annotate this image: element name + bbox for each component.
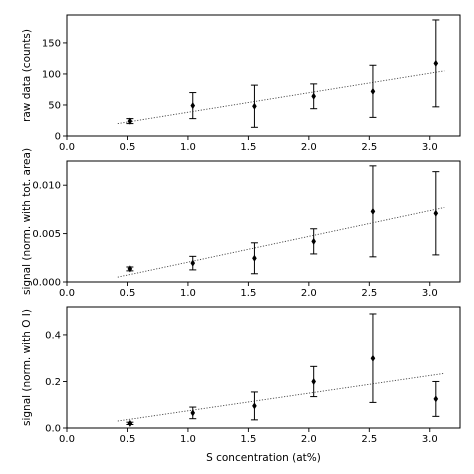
x-tick-label: 3.0 xyxy=(422,142,438,153)
panel-1: 0.0 0.5 1.0 1.5 2.0 2.5 3.0 0 50 100 150 raw data (… xyxy=(21,14,461,153)
data-point xyxy=(190,409,196,417)
y-tick-label: 150 xyxy=(42,38,61,49)
x-tick-label: 0.5 xyxy=(120,434,136,445)
x-tick-label: 1.0 xyxy=(180,288,196,299)
data-point xyxy=(311,92,316,100)
x-tick-label: 0.0 xyxy=(59,142,75,153)
plot-frame xyxy=(66,14,461,137)
data-point xyxy=(311,377,316,385)
x-tick-label: 1.5 xyxy=(240,434,256,445)
data-point xyxy=(190,102,196,110)
data-point xyxy=(311,237,316,245)
fit-line xyxy=(117,372,445,422)
x-tick-label: 1.0 xyxy=(180,142,196,153)
y-tick-label: 50 xyxy=(48,100,61,111)
y-tick-label: 0 xyxy=(55,132,61,143)
data-point xyxy=(252,102,257,110)
y-axis-label: signal (norm. with tot. area) xyxy=(21,148,33,295)
plot-frame xyxy=(66,160,461,283)
data-point xyxy=(370,354,376,362)
x-tick-label: 3.0 xyxy=(422,434,438,445)
y-axis-label: signal (norm. with O I) xyxy=(21,309,33,426)
y-tick-label: 100 xyxy=(42,69,61,80)
x-tick-label: 2.5 xyxy=(361,288,377,299)
x-tick-label: 0.5 xyxy=(120,288,136,299)
data-point xyxy=(433,209,439,217)
x-tick-label: 2.0 xyxy=(301,142,317,153)
data-point xyxy=(127,117,133,125)
panel-3: 0.0 0.5 1.0 1.5 2.0 2.5 3.0 0.0 0.2 0.4 signal (no… xyxy=(21,306,461,445)
x-tick-label: 0.0 xyxy=(59,288,75,299)
x-tick-label: 2.5 xyxy=(361,434,377,445)
x-axis-label: S concentration (at%) xyxy=(206,452,321,464)
x-tick-label: 2.5 xyxy=(361,142,377,153)
panel-2: 0.0 0.5 1.0 1.5 2.0 2.5 3.0 0.000 0.005 0.010sign… xyxy=(21,148,461,299)
y-tick-label: 0.4 xyxy=(45,330,61,341)
x-tick-label: 2.0 xyxy=(301,434,317,445)
y-axis-label: raw data (counts) xyxy=(21,29,33,122)
y-tick-label: 0.010 xyxy=(32,181,61,192)
data-point xyxy=(127,419,133,427)
data-point xyxy=(252,402,257,410)
x-tick-label: 1.5 xyxy=(240,288,256,299)
y-tick-label: 0.005 xyxy=(32,229,61,240)
data-point xyxy=(433,395,439,403)
data-point xyxy=(370,87,376,95)
y-tick-label: 0.000 xyxy=(32,278,61,289)
x-tick-label: 1.0 xyxy=(180,434,196,445)
data-point xyxy=(433,59,439,67)
plot-frame xyxy=(66,306,461,429)
x-tick-label: 3.0 xyxy=(422,288,438,299)
data-point xyxy=(127,265,133,273)
y-tick-label: 0.0 xyxy=(45,424,61,435)
data-point xyxy=(370,207,376,215)
x-tick-label: 1.5 xyxy=(240,142,256,153)
y-tick-label: 0.2 xyxy=(45,377,61,388)
x-tick-label: 0.0 xyxy=(59,434,75,445)
x-tick-label: 0.5 xyxy=(120,142,136,153)
x-tick-label: 2.0 xyxy=(301,288,317,299)
data-point xyxy=(252,254,257,262)
fit-line xyxy=(117,70,445,125)
fit-line xyxy=(117,207,445,278)
data-point xyxy=(190,259,196,267)
